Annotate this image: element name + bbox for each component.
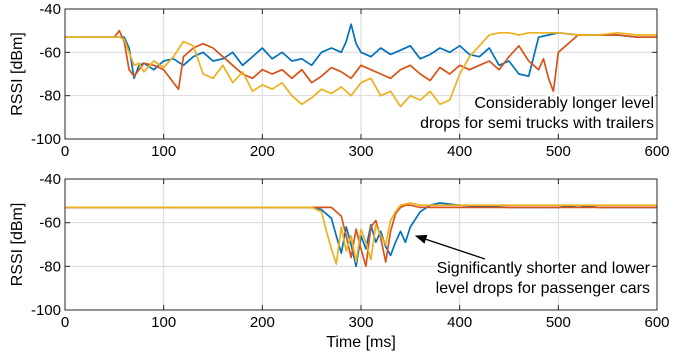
y-tick-label: -40 — [39, 171, 61, 188]
series-line-3 — [65, 31, 657, 108]
x-tick-label: 400 — [447, 143, 472, 160]
x-tick-label: 200 — [250, 314, 275, 331]
y-axis-label: RSSI [dBm] — [9, 203, 26, 287]
y-tick-label: -100 — [31, 131, 61, 148]
x-tick-label: 100 — [151, 143, 176, 160]
x-axis-label: Time [ms] — [326, 334, 396, 351]
y-tick-label: -40 — [39, 1, 61, 18]
annotation-halo: level drops for passenger cars — [436, 280, 650, 297]
annotation-text: drops for semi trucks with trailers — [420, 115, 654, 132]
chart-panel-2: 0 100 200 300 400 500 600 -100 -80 -60 -40 RSSI [dB… — [9, 171, 670, 351]
x-tick-label: 0 — [61, 314, 69, 331]
annotation-text: Significantly shorter and lower — [437, 260, 651, 277]
series-line-3 — [65, 202, 657, 265]
x-tick-label: 100 — [151, 314, 176, 331]
y-tick-label: -100 — [31, 302, 61, 319]
series-line-2 — [65, 29, 657, 93]
x-tick-label: 300 — [348, 314, 373, 331]
x-tick-label: 300 — [348, 143, 373, 160]
annotation-halo: drops for semi trucks with trailers — [420, 115, 654, 132]
annotation-text: Considerably longer level — [474, 95, 654, 112]
y-tick-label: -80 — [39, 88, 61, 105]
annotation-text: level drops for passenger cars — [436, 280, 650, 297]
x-tick-label: 600 — [644, 143, 669, 160]
annotation-halo: Significantly shorter and lower — [437, 260, 651, 277]
y-axis-label: RSSI [dBm] — [9, 32, 26, 116]
y-tick-label: -60 — [39, 215, 61, 232]
annotation-halo: Considerably longer level — [474, 95, 654, 112]
x-tick-label: 200 — [250, 143, 275, 160]
chart-panel-1: 0 100 200 300 400 500 600 -100 -80 -60 -40 RSSI [dB… — [9, 1, 670, 160]
x-tick-label: 500 — [546, 143, 571, 160]
x-tick-label: 0 — [61, 143, 69, 160]
x-tick-label: 600 — [644, 314, 669, 331]
annotation-arrow — [414, 234, 486, 260]
y-tick-label: -60 — [39, 44, 61, 61]
y-tick-label: -80 — [39, 258, 61, 275]
series-line-1 — [65, 23, 657, 80]
x-tick-label: 500 — [546, 314, 571, 331]
x-tick-label: 400 — [447, 314, 472, 331]
